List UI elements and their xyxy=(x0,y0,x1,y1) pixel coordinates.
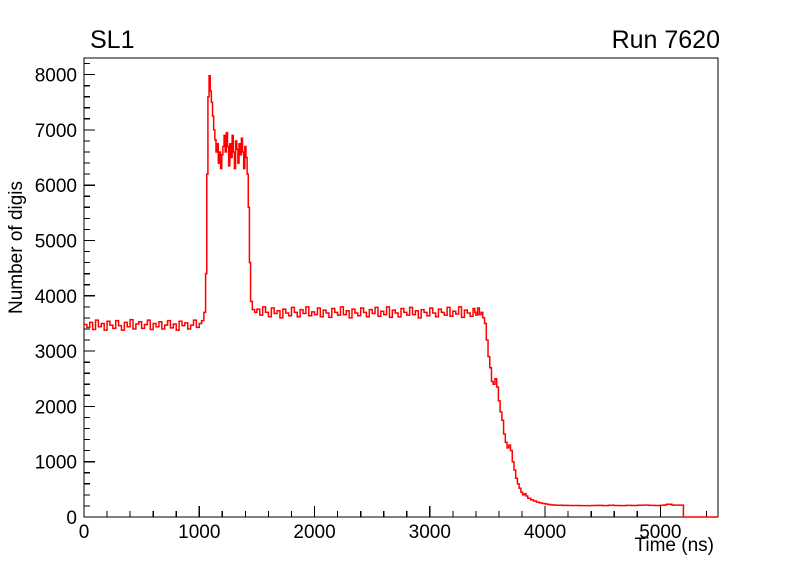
y-tick-label: 8000 xyxy=(35,66,77,87)
y-tick-label: 3000 xyxy=(35,342,77,363)
y-tick-label: 0 xyxy=(66,508,77,529)
x-tick-label: 3000 xyxy=(409,522,451,543)
y-axis-title: Number of digis xyxy=(6,181,27,314)
x-tick-label: 0 xyxy=(79,522,90,543)
y-tick-label: 5000 xyxy=(35,231,77,252)
y-tick-label: 2000 xyxy=(35,397,77,418)
x-tick-label: 4000 xyxy=(524,522,566,543)
x-tick-label: 5000 xyxy=(639,522,681,543)
plot-title-right: Run 7620 xyxy=(611,26,720,54)
plot-frame xyxy=(83,57,719,518)
y-tick-label: 1000 xyxy=(35,453,77,474)
y-tick-label: 4000 xyxy=(35,287,77,308)
data-trace-group xyxy=(84,74,718,518)
x-tick-label: 1000 xyxy=(178,522,220,543)
y-axis-ticks xyxy=(84,62,95,518)
data-trace xyxy=(84,74,718,518)
y-tick-label: 7000 xyxy=(35,121,77,142)
y-axis-tick-labels: 0 1000 2000 3000 4000 5000 6000 7000 8000 xyxy=(35,66,77,529)
x-axis-tick-labels: 0 1000 2000 3000 4000 5000 xyxy=(79,522,682,543)
x-axis-title: Time (ns) xyxy=(634,535,714,556)
x-axis-ticks xyxy=(83,506,708,517)
y-tick-label: 6000 xyxy=(35,176,77,197)
plot-title-left: SL1 xyxy=(90,26,135,54)
x-tick-label: 2000 xyxy=(293,522,335,543)
